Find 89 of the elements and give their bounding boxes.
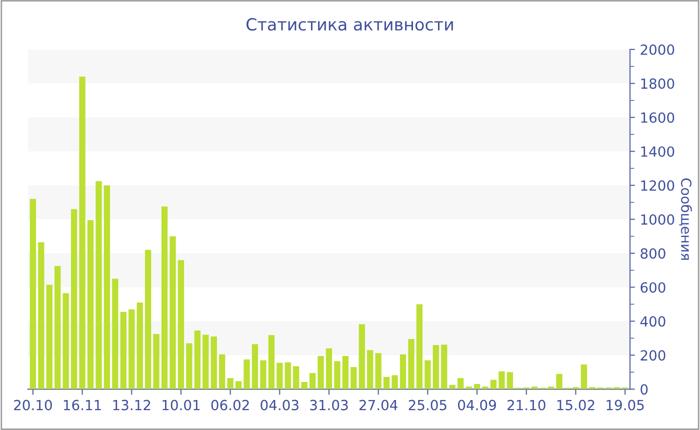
bar	[170, 236, 176, 390]
x-tick-label: 04.09	[458, 400, 496, 410]
bar	[408, 339, 414, 390]
x-tick-label: 27.04	[359, 400, 398, 410]
bar	[62, 293, 69, 390]
bar	[153, 334, 160, 390]
bar	[400, 354, 406, 390]
y-tick-label: 1600	[641, 112, 674, 123]
y-tick-label: 400	[640, 316, 666, 327]
y-tick-label: 1000	[641, 214, 674, 225]
y-tick-label: 0	[640, 384, 648, 395]
bar	[144, 250, 152, 390]
x-tick-label: 04.03	[260, 400, 298, 410]
x-tick-label: 13.12	[113, 400, 150, 410]
bar	[284, 362, 291, 390]
bar	[580, 364, 588, 390]
bar	[301, 382, 308, 390]
bar	[424, 360, 431, 390]
bar	[466, 386, 472, 390]
bar	[458, 378, 464, 390]
bar	[128, 309, 135, 390]
bar	[235, 381, 242, 390]
bar	[449, 384, 456, 390]
y-tick-label: 800	[640, 248, 666, 259]
bar	[219, 354, 226, 390]
bar	[416, 304, 423, 390]
bar	[342, 356, 349, 390]
x-tick-label: 06.02	[211, 400, 249, 410]
bar	[432, 344, 439, 390]
bar	[293, 366, 300, 390]
x-tick-label: 16.11	[64, 400, 101, 410]
y-tick-label: 1200	[641, 180, 674, 191]
bar	[482, 386, 488, 390]
bar	[161, 206, 168, 390]
y-tick-label: 1400	[641, 146, 674, 157]
x-tick-label: 31.03	[310, 400, 348, 410]
bar	[548, 386, 554, 390]
bar	[194, 330, 200, 390]
bar	[367, 350, 374, 390]
bar	[136, 302, 143, 390]
y-tick-label: 200	[640, 350, 666, 361]
bar	[202, 334, 209, 390]
y-tick-label: 600	[640, 282, 666, 293]
x-tick-label: 25.05	[408, 400, 446, 410]
bar	[38, 242, 44, 390]
bar	[474, 384, 480, 390]
bar	[490, 380, 497, 390]
bar	[383, 376, 390, 390]
bar	[96, 181, 102, 390]
bar	[244, 359, 250, 390]
bar	[252, 344, 258, 390]
y-tick-label: 1800	[641, 78, 674, 89]
chart-title: Статистика активности	[246, 18, 453, 31]
bar	[318, 356, 324, 390]
bar	[498, 371, 505, 390]
bar	[358, 324, 365, 390]
bar	[268, 335, 275, 390]
bar	[87, 220, 94, 390]
bar	[350, 367, 357, 390]
x-tick-label: 20.10	[14, 400, 52, 410]
bar	[260, 360, 266, 390]
bar	[70, 209, 78, 390]
bar	[375, 353, 382, 390]
bar	[46, 284, 52, 390]
bar	[334, 361, 340, 390]
bar	[112, 278, 118, 390]
bar	[326, 348, 332, 390]
bar	[104, 185, 110, 390]
bar	[79, 76, 86, 390]
y-axis-title: Сообщения	[679, 178, 692, 260]
bar	[276, 362, 283, 390]
bar	[392, 375, 398, 390]
x-tick-label: 21.10	[508, 400, 546, 410]
bar	[506, 372, 514, 390]
bar	[178, 260, 184, 390]
x-tick-label: 19.05	[606, 400, 644, 410]
x-tick-label: 10.01	[162, 400, 200, 410]
bar	[54, 266, 61, 390]
bar	[120, 312, 126, 390]
bar	[186, 343, 192, 390]
bar	[532, 386, 538, 390]
bar	[309, 373, 316, 390]
x-tick-label: 15.02	[557, 400, 594, 410]
bar	[556, 374, 562, 390]
y-tick-label: 2000	[640, 44, 674, 55]
bar	[227, 378, 234, 390]
bar	[30, 198, 36, 390]
bar	[210, 336, 217, 390]
bar	[441, 344, 448, 390]
